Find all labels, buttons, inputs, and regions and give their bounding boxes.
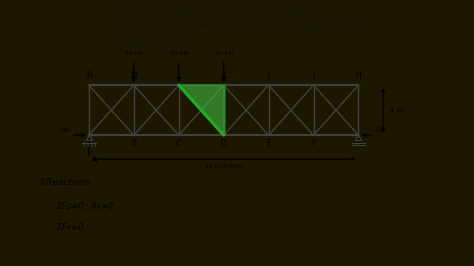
Text: J: J	[267, 71, 270, 80]
Text: D: D	[221, 139, 227, 148]
Text: A: A	[86, 139, 91, 148]
Text: I: I	[312, 71, 315, 80]
Text: C: C	[176, 139, 182, 148]
Polygon shape	[179, 85, 224, 135]
Text: in tension or compression.: in tension or compression.	[114, 40, 191, 45]
Text: ΣFv=0 :: ΣFv=0 :	[57, 223, 88, 232]
Text: 18 m,6@3m: 18 m,6@3m	[205, 163, 243, 168]
Text: Ax: Ax	[61, 127, 70, 133]
Text: ①Reactions: ①Reactions	[38, 178, 90, 187]
Text: Gy: Gy	[375, 127, 385, 133]
Text: The Pratt truss is subjected to the loading shown in the figure below.: The Pratt truss is subjected to the load…	[114, 8, 316, 13]
Text: Ay: Ay	[91, 157, 100, 163]
Text: F: F	[311, 139, 316, 148]
Text: N: N	[86, 71, 91, 80]
Text: K: K	[221, 71, 226, 80]
Text: 4 m: 4 m	[390, 107, 403, 113]
Text: M: M	[130, 71, 137, 80]
Text: E: E	[266, 139, 271, 148]
Text: G: G	[356, 139, 361, 148]
Text: 50 kN: 50 kN	[215, 51, 233, 56]
Text: Determine the forces in member LD, LK, CD, and KD, and state if the members are: Determine the forces in member LD, LK, C…	[114, 24, 359, 29]
Text: H: H	[356, 71, 361, 80]
Text: L: L	[177, 71, 181, 80]
Text: B: B	[131, 139, 137, 148]
Text: 50 kN: 50 kN	[170, 51, 188, 56]
Text: 50 kN: 50 kN	[125, 51, 143, 56]
Text: ΣFu=0 : Ax=0: ΣFu=0 : Ax=0	[57, 202, 113, 211]
